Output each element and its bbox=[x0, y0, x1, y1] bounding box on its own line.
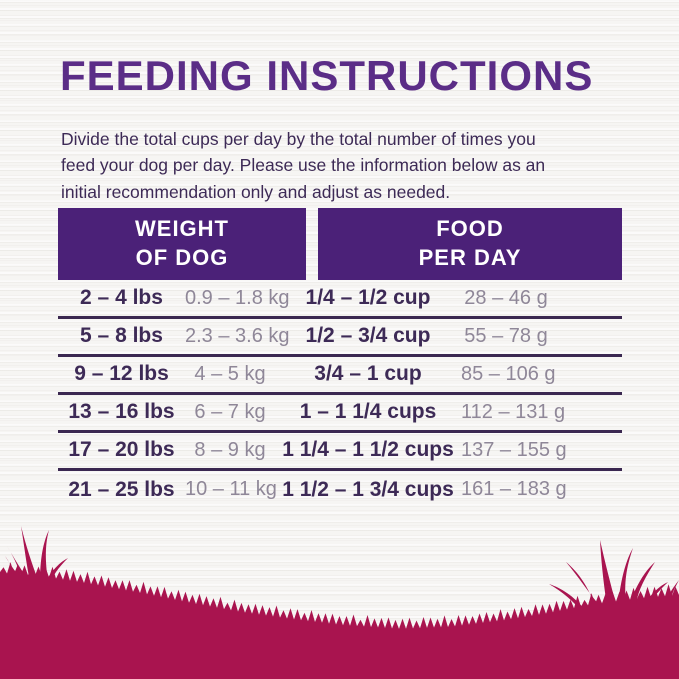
food-cups: 1 – 1 1/4 cups bbox=[299, 400, 437, 424]
grass-blade bbox=[618, 548, 633, 604]
grass-blade bbox=[666, 580, 679, 602]
weight-lbs: 9 – 12 lbs bbox=[74, 362, 169, 386]
food-grams: 85 – 106 g bbox=[461, 362, 556, 385]
grass-blade bbox=[566, 562, 600, 608]
grass-blade bbox=[40, 530, 49, 582]
page-title: FEEDING INSTRUCTIONS bbox=[60, 52, 594, 99]
table-row: 5 – 8 lbs 2.3 – 3.6 kg 1/2 – 3/4 cup 55 … bbox=[58, 319, 622, 357]
grass-blades-right bbox=[549, 540, 679, 612]
food-grams: 28 – 46 g bbox=[464, 286, 548, 309]
table-row: 17 – 20 lbs 8 – 9 kg 1 1/4 – 1 1/2 cups … bbox=[58, 433, 622, 471]
weight-kg: 10 – 11 kg bbox=[185, 478, 277, 501]
grass-silhouette bbox=[0, 526, 679, 679]
grass-blade bbox=[600, 540, 616, 606]
weight-lbs: 5 – 8 lbs bbox=[80, 324, 163, 348]
grass-mound bbox=[0, 562, 679, 679]
grass-blade bbox=[21, 526, 38, 582]
food-cups: 1 1/2 – 1 3/4 cups bbox=[282, 477, 454, 501]
table-row: 9 – 12 lbs 4 – 5 kg 3/4 – 1 cup 85 – 106… bbox=[58, 357, 622, 395]
grass-blade bbox=[630, 562, 655, 604]
weight-lbs: 17 – 20 lbs bbox=[68, 438, 175, 462]
weight-kg: 8 – 9 kg bbox=[194, 438, 266, 461]
weight-kg: 4 – 5 kg bbox=[194, 362, 266, 385]
grass-blade bbox=[44, 558, 68, 586]
food-cups: 3/4 – 1 cup bbox=[314, 362, 422, 386]
grass-blade bbox=[5, 556, 19, 576]
food-cups: 1/4 – 1/2 cup bbox=[305, 286, 431, 310]
intro-text: Divide the total cups per day by the tot… bbox=[61, 129, 546, 202]
grass-blade bbox=[549, 584, 585, 612]
weight-lbs: 2 – 4 lbs bbox=[80, 286, 163, 310]
food-grams: 55 – 78 g bbox=[464, 324, 548, 347]
food-grams: 161 – 183 g bbox=[461, 478, 567, 501]
table-row: 21 – 25 lbs 10 – 11 kg 1 1/2 – 1 3/4 cup… bbox=[58, 471, 622, 509]
table-row: 13 – 16 lbs 6 – 7 kg 1 – 1 1/4 cups 112 … bbox=[58, 395, 622, 433]
food-grams: 137 – 155 g bbox=[461, 438, 567, 461]
weight-lbs: 13 – 16 lbs bbox=[68, 400, 175, 424]
grass-blades-left bbox=[5, 526, 68, 586]
weight-lbs: 21 – 25 lbs bbox=[68, 477, 175, 501]
feeding-table: 2 – 4 lbs 0.9 – 1.8 kg 1/4 – 1/2 cup 28 … bbox=[58, 281, 622, 509]
header-food-per-day: FOOD PER DAY bbox=[318, 207, 622, 280]
header-weight-of-dog: WEIGHT OF DOG bbox=[58, 207, 306, 280]
weight-kg: 6 – 7 kg bbox=[194, 400, 266, 423]
food-cups: 1/2 – 3/4 cup bbox=[305, 324, 431, 348]
table-header-row: WEIGHT OF DOG FOOD PER DAY bbox=[58, 207, 679, 280]
weight-kg: 0.9 – 1.8 kg bbox=[185, 286, 290, 309]
food-grams: 112 – 131 g bbox=[461, 400, 566, 423]
food-cups: 1 1/4 – 1 1/2 cups bbox=[282, 438, 454, 462]
grass-blade bbox=[643, 582, 668, 608]
weight-kg: 2.3 – 3.6 kg bbox=[185, 324, 290, 347]
table-row: 2 – 4 lbs 0.9 – 1.8 kg 1/4 – 1/2 cup 28 … bbox=[58, 281, 622, 319]
